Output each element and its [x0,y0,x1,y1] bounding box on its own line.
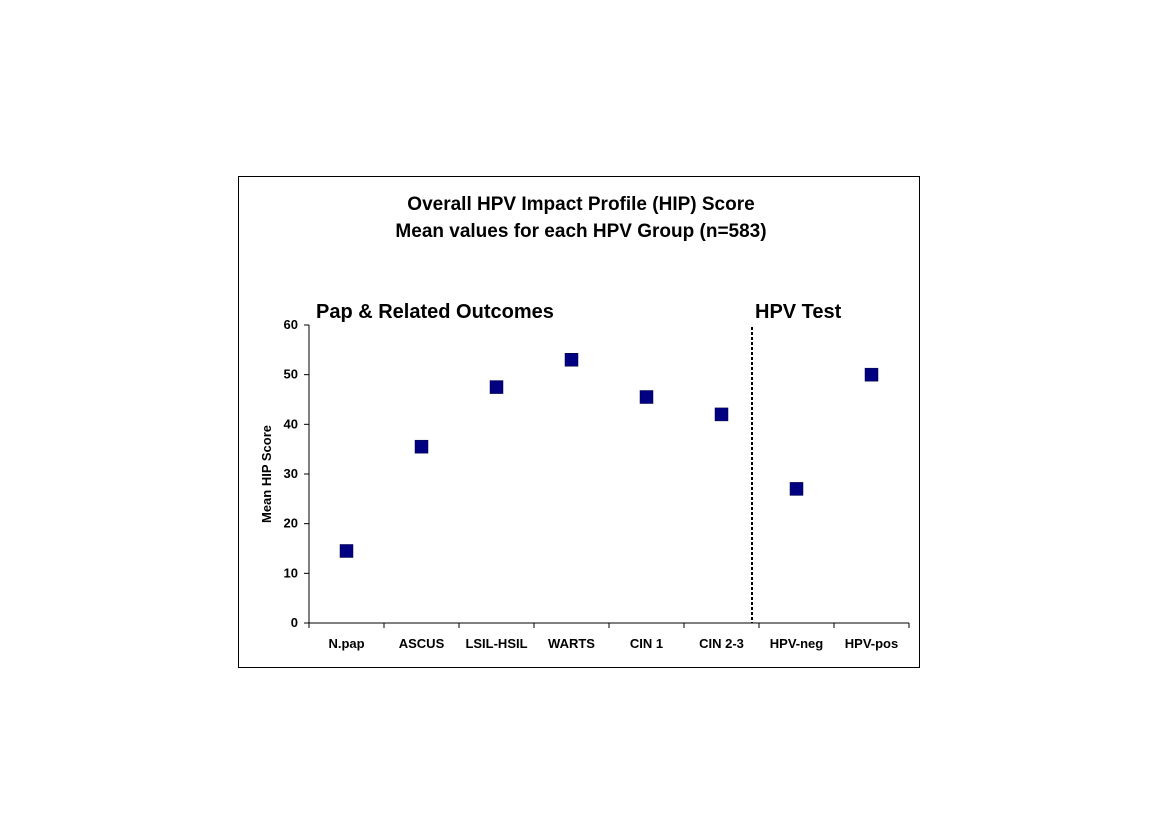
section-label: HPV Test [755,301,842,323]
chart-title: Overall HPV Impact Profile (HIP) Score [407,194,754,215]
y-tick-label: 40 [284,416,298,431]
section-label: Pap & Related Outcomes [316,301,554,323]
x-tick-label: HPV-pos [845,636,898,651]
x-tick-label: HPV-neg [770,636,824,651]
y-tick-label: 30 [284,466,298,481]
data-point [564,353,579,367]
chart-svg: Overall HPV Impact Profile (HIP) Score M… [259,194,910,651]
y-tick-label: 10 [284,565,298,580]
data-point [489,380,504,394]
x-tick-label: N.pap [328,636,364,651]
chart-subtitle: Mean values for each HPV Group (n=583) [395,221,766,242]
data-point [864,367,879,382]
y-tick-label: 60 [284,317,298,332]
data-point [639,390,654,404]
data-point [789,482,804,496]
data-point [714,407,729,422]
axes-layer [304,324,910,628]
y-tick-label: 50 [284,367,298,382]
x-tick-label: WARTS [548,636,595,651]
x-tick-label: CIN 2-3 [699,636,744,651]
labels-layer: 0 10 20 30 40 50 60 N.pap ASCUS LSIL-HSIL WARTS CIN… [284,301,899,651]
x-tick-label: ASCUS [399,636,445,651]
y-axis-label: Mean HIP Score [259,425,274,523]
points-layer [339,353,879,558]
chart-frame: Overall HPV Impact Profile (HIP) Score M… [238,176,920,668]
x-tick-label: LSIL-HSIL [465,636,527,651]
data-point [414,439,429,454]
x-tick-label: CIN 1 [630,636,663,651]
y-tick-label: 0 [291,615,298,630]
y-tick-label: 20 [284,516,298,531]
data-point [339,544,354,558]
